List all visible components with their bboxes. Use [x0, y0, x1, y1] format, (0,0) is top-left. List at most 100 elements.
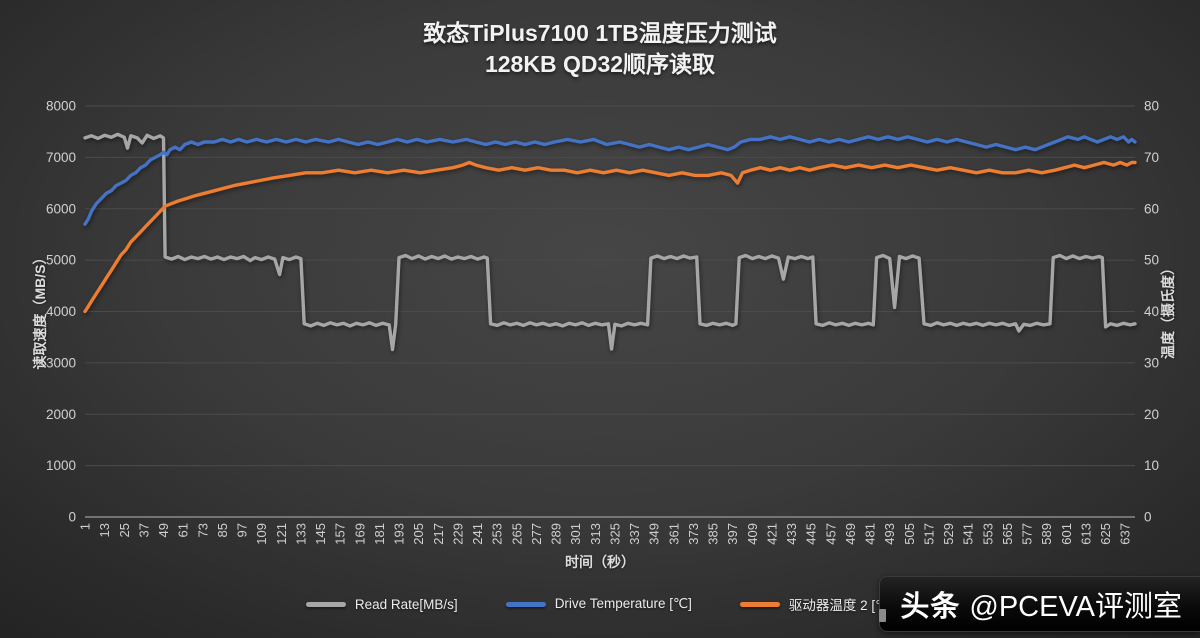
x-tick-label: 13 [97, 523, 112, 537]
y-axis-ticks-left: 0 1000 2000 3000 4000 5000 6000 7000 8000 [46, 99, 76, 525]
x-tick-label: 385 [706, 523, 721, 545]
x-tick-label: 109 [254, 523, 269, 545]
series-line-0 [83, 132, 1137, 352]
y-axis-title-right: 温度（摄氏度） [1160, 261, 1176, 359]
x-tick-label: 469 [843, 523, 858, 545]
y-tick-label-left: 7000 [46, 150, 76, 165]
x-tick-label: 61 [176, 523, 191, 537]
chart-legend: Read Rate[MB/s] Drive Temperature [℃] 驱动器温… [0, 594, 1200, 614]
x-tick-label: 265 [509, 523, 524, 545]
chart-title: 致态TiPlus7100 1TB温度压力测试 [423, 20, 777, 46]
x-tick-label: 625 [1098, 523, 1113, 545]
x-tick-label: 589 [1039, 523, 1054, 545]
gridlines [85, 105, 1135, 518]
x-tick-label: 241 [470, 523, 485, 545]
series-lines [83, 132, 1137, 352]
legend-swatch-icon [739, 601, 780, 607]
x-tick-label: 613 [1078, 523, 1093, 545]
series-line-1 [83, 135, 1137, 226]
x-tick-label: 97 [235, 523, 250, 537]
x-tick-label: 493 [882, 523, 897, 545]
x-tick-label: 421 [764, 523, 779, 545]
x-axis-title: 时间（秒） [565, 554, 635, 570]
x-tick-label: 313 [588, 523, 603, 545]
legend-item-2[interactable]: 驱动器温度 2 [℃] [739, 594, 895, 614]
x-tick-label: 277 [529, 523, 544, 545]
legend-item-0[interactable]: Read Rate[MB/s] [305, 597, 458, 612]
x-tick-label: 553 [980, 523, 995, 545]
x-tick-label: 169 [352, 523, 367, 545]
x-tick-label: 73 [195, 523, 210, 537]
y-tick-label-left: 4000 [46, 304, 76, 319]
x-tick-label: 337 [627, 523, 642, 545]
chart-title-block: 致态TiPlus7100 1TB温度压力测试 128KB QD32顺序读取 [0, 18, 1200, 80]
x-tick-label: 505 [902, 523, 917, 545]
x-tick-label: 205 [411, 523, 426, 545]
y-axis-ticks-right: 0 10 20 30 40 50 60 70 80 [1144, 99, 1159, 525]
legend-swatch-icon [305, 601, 346, 607]
x-tick-label: 217 [431, 523, 446, 545]
x-tick-label: 409 [745, 523, 760, 545]
x-tick-label: 457 [823, 523, 838, 545]
y-tick-label-left: 3000 [46, 355, 76, 370]
x-tick-label: 25 [117, 523, 132, 537]
x-tick-label: 253 [490, 523, 505, 545]
x-tick-label: 1 [78, 523, 93, 530]
x-tick-label: 229 [450, 523, 465, 545]
x-tick-label: 301 [568, 523, 583, 545]
y-tick-label-right: 50 [1144, 253, 1159, 268]
y-tick-label-right: 60 [1144, 201, 1159, 216]
x-tick-label: 529 [941, 523, 956, 545]
legend-swatch-icon [505, 601, 546, 607]
x-tick-label: 181 [372, 523, 387, 545]
x-tick-label: 349 [647, 523, 662, 545]
y-tick-label-left: 1000 [46, 458, 76, 473]
y-tick-label-left: 8000 [46, 99, 76, 114]
x-tick-label: 325 [607, 523, 622, 545]
y-tick-label-left: 6000 [46, 201, 76, 216]
x-tick-label: 121 [274, 523, 289, 545]
y-tick-label-right: 70 [1144, 150, 1159, 165]
x-tick-label: 577 [1020, 523, 1035, 545]
y-tick-label-left: 0 [68, 510, 76, 525]
x-tick-label: 565 [1000, 523, 1015, 545]
series-line-2 [83, 160, 1137, 314]
legend-item-1[interactable]: Drive Temperature [℃] [505, 596, 692, 612]
legend-label: 驱动器温度 2 [℃] [788, 598, 895, 613]
x-tick-label: 145 [313, 523, 328, 545]
x-tick-label: 37 [136, 523, 151, 537]
x-tick-label: 373 [686, 523, 701, 545]
y-tick-label-right: 30 [1144, 355, 1159, 370]
y-tick-label-left: 5000 [46, 253, 76, 268]
x-tick-label: 361 [666, 523, 681, 545]
x-tick-label: 481 [863, 523, 878, 545]
watermark-notch [879, 609, 887, 622]
x-tick-label: 289 [549, 523, 564, 545]
legend-label: Drive Temperature [℃] [554, 596, 692, 611]
x-tick-label: 541 [961, 523, 976, 545]
x-tick-label: 85 [215, 523, 230, 537]
y-tick-label-right: 0 [1144, 510, 1152, 525]
x-tick-label: 517 [921, 523, 936, 545]
chart-subtitle: 128KB QD32顺序读取 [484, 51, 716, 77]
x-tick-label: 637 [1118, 523, 1133, 545]
y-tick-label-right: 40 [1144, 304, 1159, 319]
watermark-handle: @PCEVA评测室 [969, 591, 1182, 623]
x-tick-label: 601 [1059, 523, 1074, 545]
y-axis-title-left: 读取速度（MB/S） [32, 250, 48, 370]
watermark-badge: 头条 @PCEVA评测室 [879, 576, 1200, 632]
x-tick-label: 193 [392, 523, 407, 545]
y-tick-label-right: 20 [1144, 407, 1159, 422]
x-tick-label: 157 [333, 523, 348, 545]
watermark-brand: 头条 [900, 591, 961, 623]
x-tick-label: 49 [156, 523, 171, 537]
x-tick-label: 433 [784, 523, 799, 545]
x-tick-label: 133 [293, 523, 308, 545]
y-tick-label-left: 2000 [46, 407, 76, 422]
x-tick-label: 397 [725, 523, 740, 545]
x-axis-ticks: 1 13 25 37 49 61 73 85 97 109 121 133 145 157 169 181 19… [78, 523, 1133, 545]
y-tick-label-right: 10 [1144, 458, 1159, 473]
x-tick-label: 445 [804, 523, 819, 545]
